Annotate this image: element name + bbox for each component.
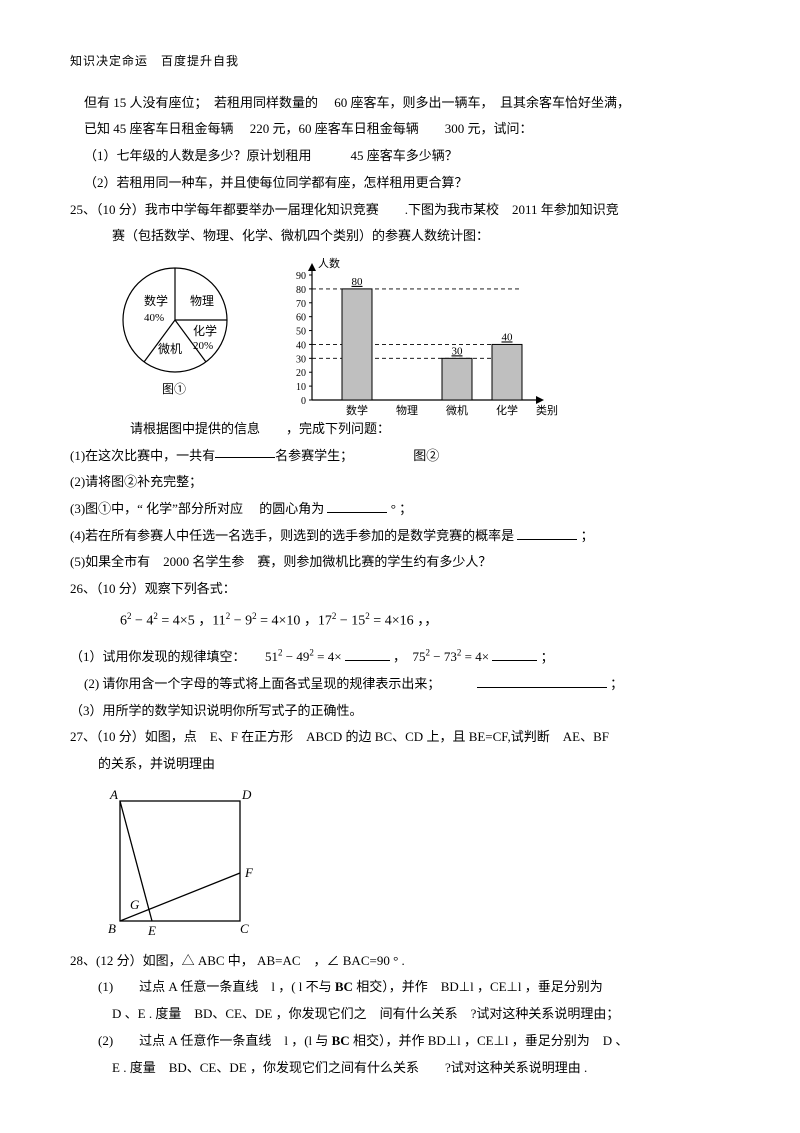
svg-text:物理: 物理 [396, 403, 418, 417]
q28-s2c: E . 度量 BD、CE、DE ，你发现它们之间有什么关系 ?试对这种关系说明理… [70, 1056, 730, 1081]
svg-text:D: D [241, 787, 252, 802]
svg-text:30: 30 [296, 354, 306, 365]
q27-label: 27、（10 分）如图，点 E、F 在正方形 ABCD 的边 BC、CD 上，且… [70, 725, 730, 750]
svg-text:G: G [130, 897, 140, 912]
q28-s1c: D 、E . 度量 BD、CE、DE ，你发现它们之 间有什么关系 ?试对这种关… [70, 1002, 730, 1027]
q25-sub1-tail: 名参赛学生； [275, 444, 353, 469]
intro-line-1: 但有 15 人没有座位； 若租用同样数量的 60 座客车，则多出一辆车， 且其余… [70, 91, 730, 116]
q26-sub2-a: (2) 请你用含一个字母的等式将上面各式呈现的规律表示出来； [84, 676, 440, 691]
svg-text:类别: 类别 [536, 403, 558, 417]
bar-chart-container: 人数 0 10 20 30 40 50 60 70 80 90 80 数学 物理 30 微机 40 化学 类别 [270, 255, 560, 425]
blank-26-3[interactable] [477, 674, 607, 688]
q26-sub2-b: ； [610, 676, 623, 691]
pie-label-comp: 微机 [158, 342, 182, 356]
q28-s2b: 相交），并作 BD⊥l ，CE⊥l ，垂足分别为 D 、 [350, 1033, 629, 1048]
pie-chart-container: 数学 40% 物理 化学 20% 微机 图① [100, 255, 250, 405]
blank-26-1[interactable] [345, 647, 390, 661]
svg-text:A: A [109, 787, 118, 802]
svg-text:80: 80 [352, 276, 364, 288]
q25-sub4-a: (4)若在所有参赛人中任选一名选手，则选到的选手参加的是数学竞赛的概率是 [70, 528, 514, 543]
q28-s1: (1) 过点 A 任意一条直线 l ，( l 不与 BC 相交），并作 BD⊥l… [70, 975, 730, 1000]
q26-sub2: (2) 请你用含一个字母的等式将上面各式呈现的规律表示出来； ； [70, 672, 730, 697]
svg-text:0: 0 [301, 396, 306, 407]
pie-chart: 数学 40% 物理 化学 20% 微机 图① [100, 255, 250, 405]
svg-text:20: 20 [296, 368, 306, 379]
pie-title: 图① [162, 382, 186, 396]
q26-label: 26、（10 分）观察下列各式： [70, 577, 730, 602]
svg-text:80: 80 [296, 285, 306, 296]
q25-sub1-text: (1)在这次比赛中，一共有 [70, 444, 215, 469]
page-header: 知识决定命运 百度提升自我 [70, 50, 730, 73]
charts-row: 数学 40% 物理 化学 20% 微机 图① 人数 0 10 20 30 40 50 60 70… [100, 255, 730, 425]
blank-students[interactable] [215, 444, 275, 458]
svg-text:F: F [244, 865, 254, 880]
q25-sub5: (5)如果全市有 2000 名学生参 赛，则参加微机比赛的学生约有多少人？ [70, 550, 730, 575]
svg-text:90: 90 [296, 271, 306, 282]
q28-s2: (2) 过点 A 任意作一条直线 l ，(l 与 BC 相交），并作 BD⊥l … [70, 1029, 730, 1054]
bar-chart: 人数 0 10 20 30 40 50 60 70 80 90 80 数学 物理 30 微机 40 化学 类别 [270, 255, 560, 425]
q28-s1b: 相交），并作 BD⊥l ，CE⊥l ，垂足分别为 [353, 979, 603, 994]
q25-label2: 赛（包括数学、物理、化学、微机四个类别）的参赛人数统计图： [70, 224, 730, 249]
blank-angle[interactable] [327, 499, 387, 513]
svg-text:40: 40 [296, 340, 306, 351]
svg-text:人数: 人数 [318, 257, 340, 270]
svg-text:10: 10 [296, 382, 306, 393]
q28-s2a: (2) 过点 A 任意作一条直线 l ，(l 与 [98, 1033, 332, 1048]
svg-text:40: 40 [502, 331, 514, 343]
q25-label: 25、（10 分）我市中学每年都要举办一届理化知识竞赛 .下图为我市某校 201… [70, 198, 730, 223]
q28-s2bold: BC [332, 1033, 350, 1048]
intro-line-2: 已知 45 座客车日租金每辆 220 元，60 座客车日租金每辆 300 元，试… [70, 117, 730, 142]
q28-label: 28、(12 分）如图，△ ABC 中， AB=AC ，∠ BAC=90 ° . [70, 949, 730, 974]
blank-prob[interactable] [517, 526, 577, 540]
svg-text:E: E [147, 923, 156, 938]
q25-sub3: (3)图①中，“ 化学”部分所对应 的圆心角为 ° ； [70, 497, 730, 522]
intro-line-3: （1）七年级的人数是多少？原计划租用 45 座客车多少辆？ [70, 144, 730, 169]
q25-sub4: (4)若在所有参赛人中任选一名选手，则选到的选手参加的是数学竞赛的概率是 ； [70, 524, 730, 549]
blank-26-2[interactable] [492, 647, 537, 661]
svg-text:C: C [240, 921, 249, 936]
bar-title-inline: 图② [413, 444, 439, 469]
pie-label-math: 数学 [144, 293, 168, 308]
q25-sub3-b: ° ； [391, 501, 412, 516]
svg-text:化学: 化学 [496, 403, 518, 417]
q26-sub3: （3）用所学的数学知识说明你所写式子的正确性。 [70, 699, 730, 724]
q25-sub3-a: (3)图①中，“ 化学”部分所对应 的圆心角为 [70, 501, 324, 516]
svg-text:微机: 微机 [446, 403, 468, 417]
svg-text:B: B [108, 921, 116, 936]
svg-text:50: 50 [296, 326, 306, 337]
q28-s1bold: BC [335, 979, 353, 994]
q27-label2: 的关系，并说明理由 [70, 752, 730, 777]
svg-text:60: 60 [296, 313, 306, 324]
svg-text:70: 70 [296, 299, 306, 310]
q25-sub4-b: ； [581, 528, 594, 543]
pie-label-chem-pct: 20% [193, 340, 213, 352]
q28-s1a: (1) 过点 A 任意一条直线 l ，( l 不与 [98, 979, 335, 994]
pie-label-phys: 物理 [190, 294, 214, 308]
svg-text:数学: 数学 [346, 403, 368, 417]
q27-diagram: A D B C E F G [90, 783, 280, 943]
q25-sub1: (1)在这次比赛中，一共有 名参赛学生； 图② [70, 444, 730, 469]
pie-label-math-pct: 40% [144, 312, 164, 324]
pie-label-chem: 化学 [193, 323, 217, 338]
svg-text:30: 30 [452, 345, 464, 357]
intro-line-4: （2）若租用同一种车，并且使每位同学都有座，怎样租用更合算？ [70, 171, 730, 196]
q26-eq: 62 − 42 = 4×5 ，112 − 92 = 4×10 ，172 − 15… [70, 608, 730, 635]
q26-sub1: （1）试用你发现的规律填空： 512 − 492 = 4× ， 752 − 73… [70, 645, 730, 670]
q25-sub2: (2)请将图②补充完整； [70, 470, 730, 495]
